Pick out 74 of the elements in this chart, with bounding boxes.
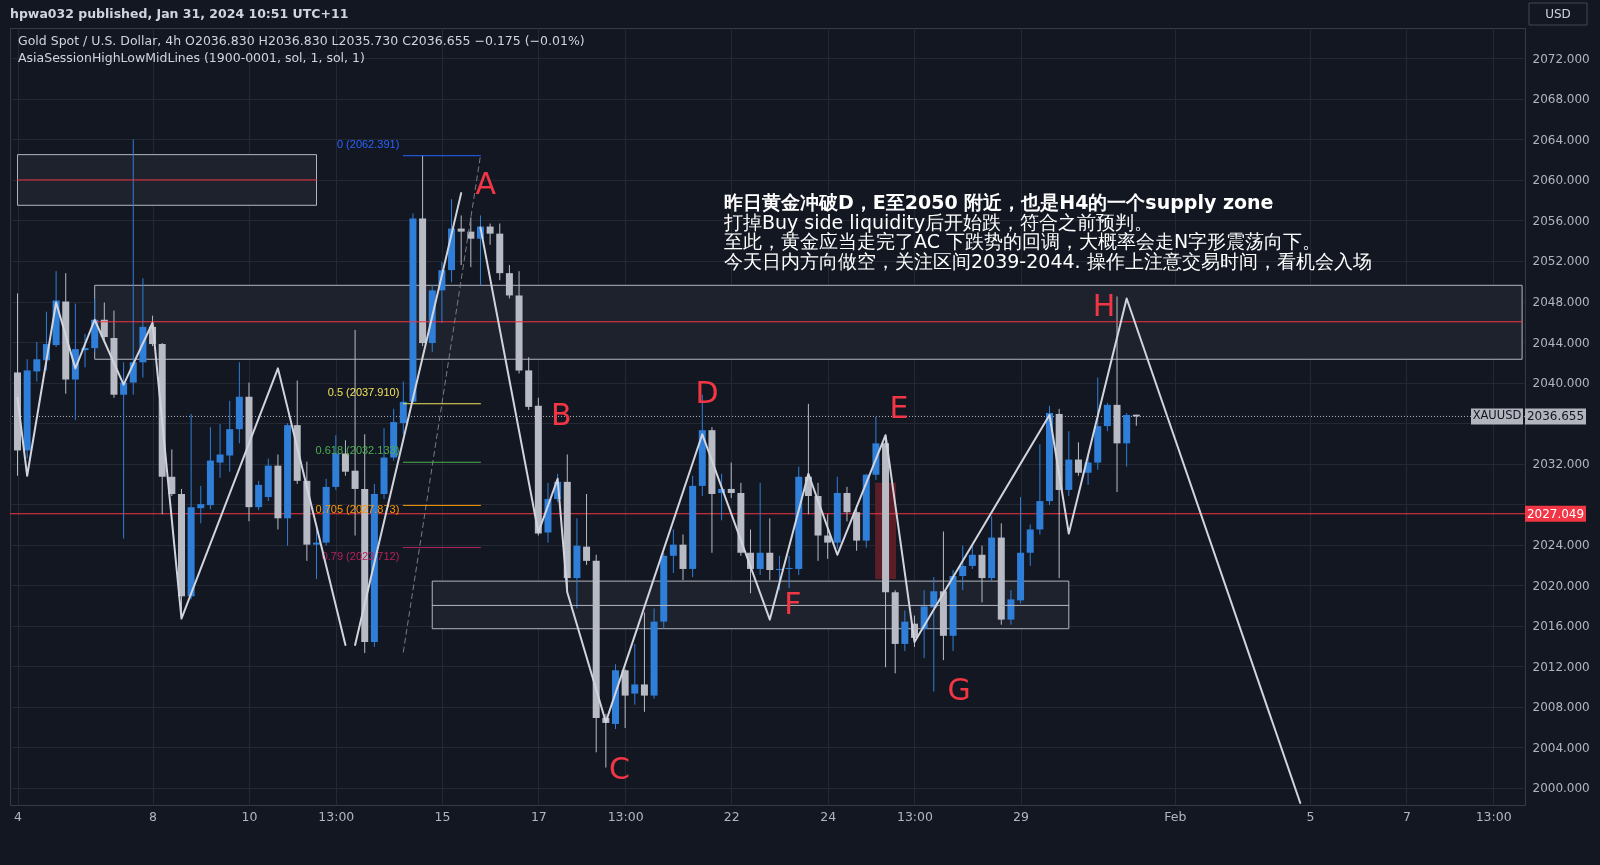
annotation: E [889,390,909,426]
candlestick [216,423,224,479]
y-tick-label: 2004.000 [1532,740,1590,755]
annotation: A [475,165,497,201]
candlestick [313,528,321,580]
x-tick-label: 13:00 [607,808,644,824]
series-label: 0.5 (2037.910) [327,385,400,398]
candlestick [727,462,735,499]
candlestick [843,486,851,522]
annotation: G [947,671,971,707]
x-tick-label: 24 [820,808,837,824]
candlestick [399,381,407,435]
annotation: C [608,751,630,787]
y-tick-label: 2044.000 [1532,335,1590,350]
x-tick-label: 5 [1306,808,1315,824]
ref-line-label: 2027.049 [1526,506,1585,521]
x-tick-label: 17 [530,808,547,824]
candlestick [1103,402,1111,432]
candlestick [255,480,263,511]
text: AsiaSessionHighLowMidLines (1900-0001, sol, 1, sol, 1) [18,50,365,65]
annotation: D [695,374,719,410]
candlestick [583,493,591,566]
candlestick [1007,589,1015,626]
x-tick-label: Feb [1164,808,1187,824]
ref-line-label: 2036.655 [1526,409,1585,424]
candlestick [33,341,41,383]
candlestick [457,214,465,266]
y-tick-label: 2012.000 [1532,659,1590,674]
y-tick-label: 2064.000 [1532,132,1590,147]
y-tick-label: 2008.000 [1532,700,1590,715]
candlestick [197,485,205,524]
y-tick-label: 2032.000 [1532,457,1590,472]
x-tick-label: 4 [14,808,23,824]
y-tick-label: 2052.000 [1532,254,1590,269]
annotation: B [550,397,572,433]
x-tick-label: 29 [1013,808,1030,824]
candlestick [824,513,832,560]
x-tick-label: 10 [241,808,258,824]
candlestick [901,610,909,652]
candlestick [1026,523,1034,567]
annotation: 今天日内方向做空，关注区间2039-2044. 操作上注意交易时间，看机会入场 [724,250,1372,272]
y-tick-label: 2068.000 [1532,92,1590,107]
annotation: H [1092,288,1116,324]
candlestick [631,643,639,706]
y-tick-label: 2056.000 [1532,213,1590,228]
line-series [16,301,347,646]
candlestick [968,545,976,570]
series-label: 0 (2062.391) [336,137,400,150]
x-tick-label: 13:00 [318,808,355,824]
x-tick-label: 15 [434,808,451,824]
x-tick-label: 13:00 [896,808,934,824]
y-tick-label: 2040.000 [1532,376,1590,391]
annotation: XAUUSD [1472,408,1522,423]
y-tick-label: 2060.000 [1532,173,1590,188]
candlestick [785,555,793,589]
y-tick-label: 2000.000 [1532,781,1590,796]
y-tick-label: 2024.000 [1532,538,1590,553]
y-tick-label: 2020.000 [1532,578,1590,593]
y-tick-label: 2048.000 [1532,295,1590,310]
candlestick [756,482,764,576]
x-tick-label: 13:00 [1475,808,1512,824]
text: hpwa032 published, Jan 31, 2024 10:51 UTC+11 [10,6,349,21]
y-tick-label: 2072.000 [1532,51,1590,66]
candlestick [120,361,128,540]
chart-title: Gold Spot / U.S. Dollar, 4h O2036.830 H2036.830 L2035.730 C2036.655 −0.175 (−0.01%) [18,33,585,48]
candlestick [486,223,494,246]
text: USD [1545,7,1571,21]
candlestick [669,528,677,574]
x-tick-label: 7 [1402,808,1411,824]
candlestick [1074,441,1082,477]
x-tick-label: 8 [149,808,158,824]
x-tick-label: 22 [723,808,740,824]
y-tick-label: 2016.000 [1532,619,1590,634]
candlestick [959,545,967,591]
